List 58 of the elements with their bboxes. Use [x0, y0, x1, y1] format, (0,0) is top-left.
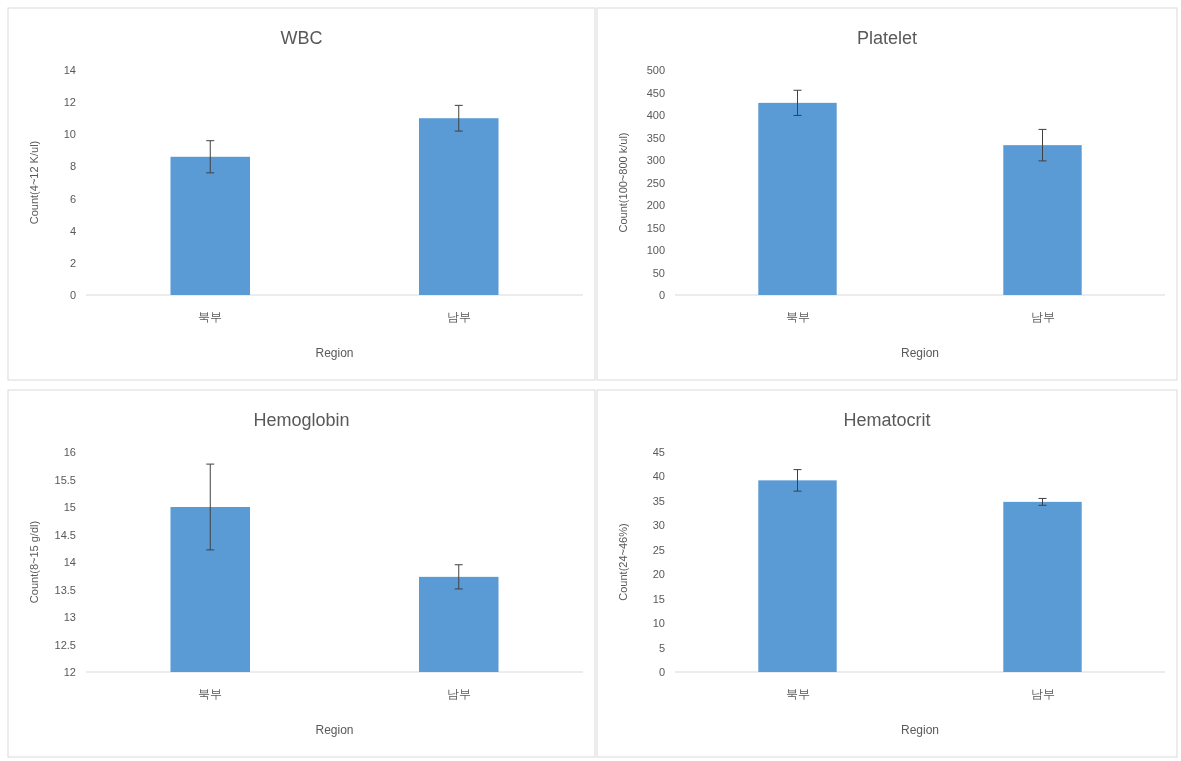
- y-tick-label: 0: [658, 289, 665, 301]
- y-tick-label: 30: [652, 519, 665, 532]
- y-axis-title: Count(24~46%): [617, 523, 629, 601]
- chart-title: Hemoglobin: [253, 410, 350, 430]
- y-tick-label: 25: [652, 543, 665, 556]
- y-tick-label: 13.5: [54, 583, 76, 596]
- chart-title: Hematocrit: [843, 410, 931, 430]
- x-tick-label: 남부: [446, 687, 471, 701]
- x-axis-title: Region: [900, 723, 940, 737]
- y-tick-label: 100: [646, 244, 665, 256]
- y-tick-label: 6: [69, 192, 76, 205]
- y-tick-label: 45: [652, 446, 665, 458]
- y-tick-label: 2: [69, 256, 76, 269]
- x-tick-label: 남부: [446, 310, 471, 324]
- y-tick-label: 200: [646, 199, 665, 211]
- y-tick-label: 15: [652, 592, 665, 605]
- y-tick-label: 12.5: [54, 638, 76, 651]
- y-tick-label: 500: [646, 64, 665, 76]
- y-axis-title: Count(100~800 k/ul): [617, 132, 629, 233]
- y-tick-label: 12: [63, 666, 76, 678]
- x-tick-label: 남부: [1030, 687, 1055, 701]
- y-tick-label: 250: [646, 176, 665, 189]
- y-tick-label: 12: [63, 96, 76, 109]
- y-tick-label: 10: [63, 128, 76, 141]
- y-tick-label: 8: [69, 160, 76, 173]
- y-tick-label: 0: [658, 666, 665, 678]
- y-tick-label: 14: [63, 64, 76, 76]
- y-tick-label: 15.5: [54, 473, 76, 486]
- y-tick-label: 10: [652, 617, 665, 630]
- y-tick-label: 350: [646, 131, 665, 144]
- x-axis-title: Region: [900, 346, 940, 360]
- x-tick-label: 남부: [1030, 310, 1055, 324]
- y-tick-label: 35: [652, 494, 665, 507]
- y-tick-label: 50: [652, 266, 665, 279]
- y-tick-label: 0: [69, 289, 76, 301]
- x-axis-title: Region: [315, 346, 354, 360]
- x-tick-label: 북부: [785, 310, 810, 324]
- x-tick-label: 북부: [785, 687, 810, 701]
- y-axis-title: Count(8~15 g/dl): [28, 520, 40, 604]
- x-axis-title: Region: [315, 723, 354, 737]
- chart-title: Platelet: [856, 28, 918, 48]
- x-tick-label: 북부: [198, 687, 223, 701]
- y-tick-label: 14: [63, 556, 76, 568]
- chart-title: WBC: [280, 28, 323, 48]
- y-tick-label: 40: [652, 470, 665, 483]
- y-tick-label: 14.5: [54, 528, 76, 541]
- y-tick-label: 16: [63, 446, 76, 458]
- y-tick-label: 15: [63, 501, 76, 513]
- y-tick-label: 5: [658, 641, 665, 654]
- y-axis-title: Count(4~12 K/ul): [28, 140, 40, 225]
- y-tick-label: 13: [63, 611, 76, 623]
- y-tick-label: 150: [646, 221, 665, 234]
- y-tick-label: 20: [652, 568, 665, 581]
- y-tick-label: 450: [646, 86, 665, 99]
- x-tick-label: 북부: [198, 310, 223, 324]
- y-tick-label: 4: [69, 224, 76, 237]
- y-tick-label: 400: [646, 109, 665, 121]
- y-tick-label: 300: [646, 154, 665, 166]
